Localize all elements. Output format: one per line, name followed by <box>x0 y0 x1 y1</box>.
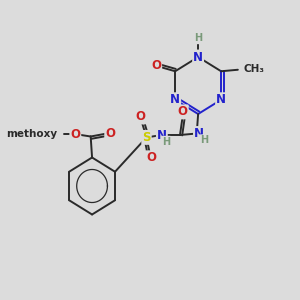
Text: H: H <box>162 136 170 147</box>
Text: N: N <box>157 128 167 142</box>
Text: O: O <box>146 151 156 164</box>
Text: O: O <box>70 128 80 141</box>
Text: N: N <box>193 50 203 64</box>
Text: N: N <box>170 93 180 106</box>
Text: O: O <box>135 110 145 124</box>
Text: O: O <box>151 59 161 72</box>
Text: N: N <box>216 93 226 106</box>
Text: N: N <box>194 127 204 140</box>
Text: H: H <box>200 135 208 145</box>
Text: methoxy: methoxy <box>6 129 57 139</box>
Text: S: S <box>142 131 151 144</box>
Text: O: O <box>178 105 188 119</box>
Text: CH₃: CH₃ <box>244 64 265 74</box>
Text: O: O <box>105 127 115 140</box>
Text: H: H <box>194 33 202 43</box>
